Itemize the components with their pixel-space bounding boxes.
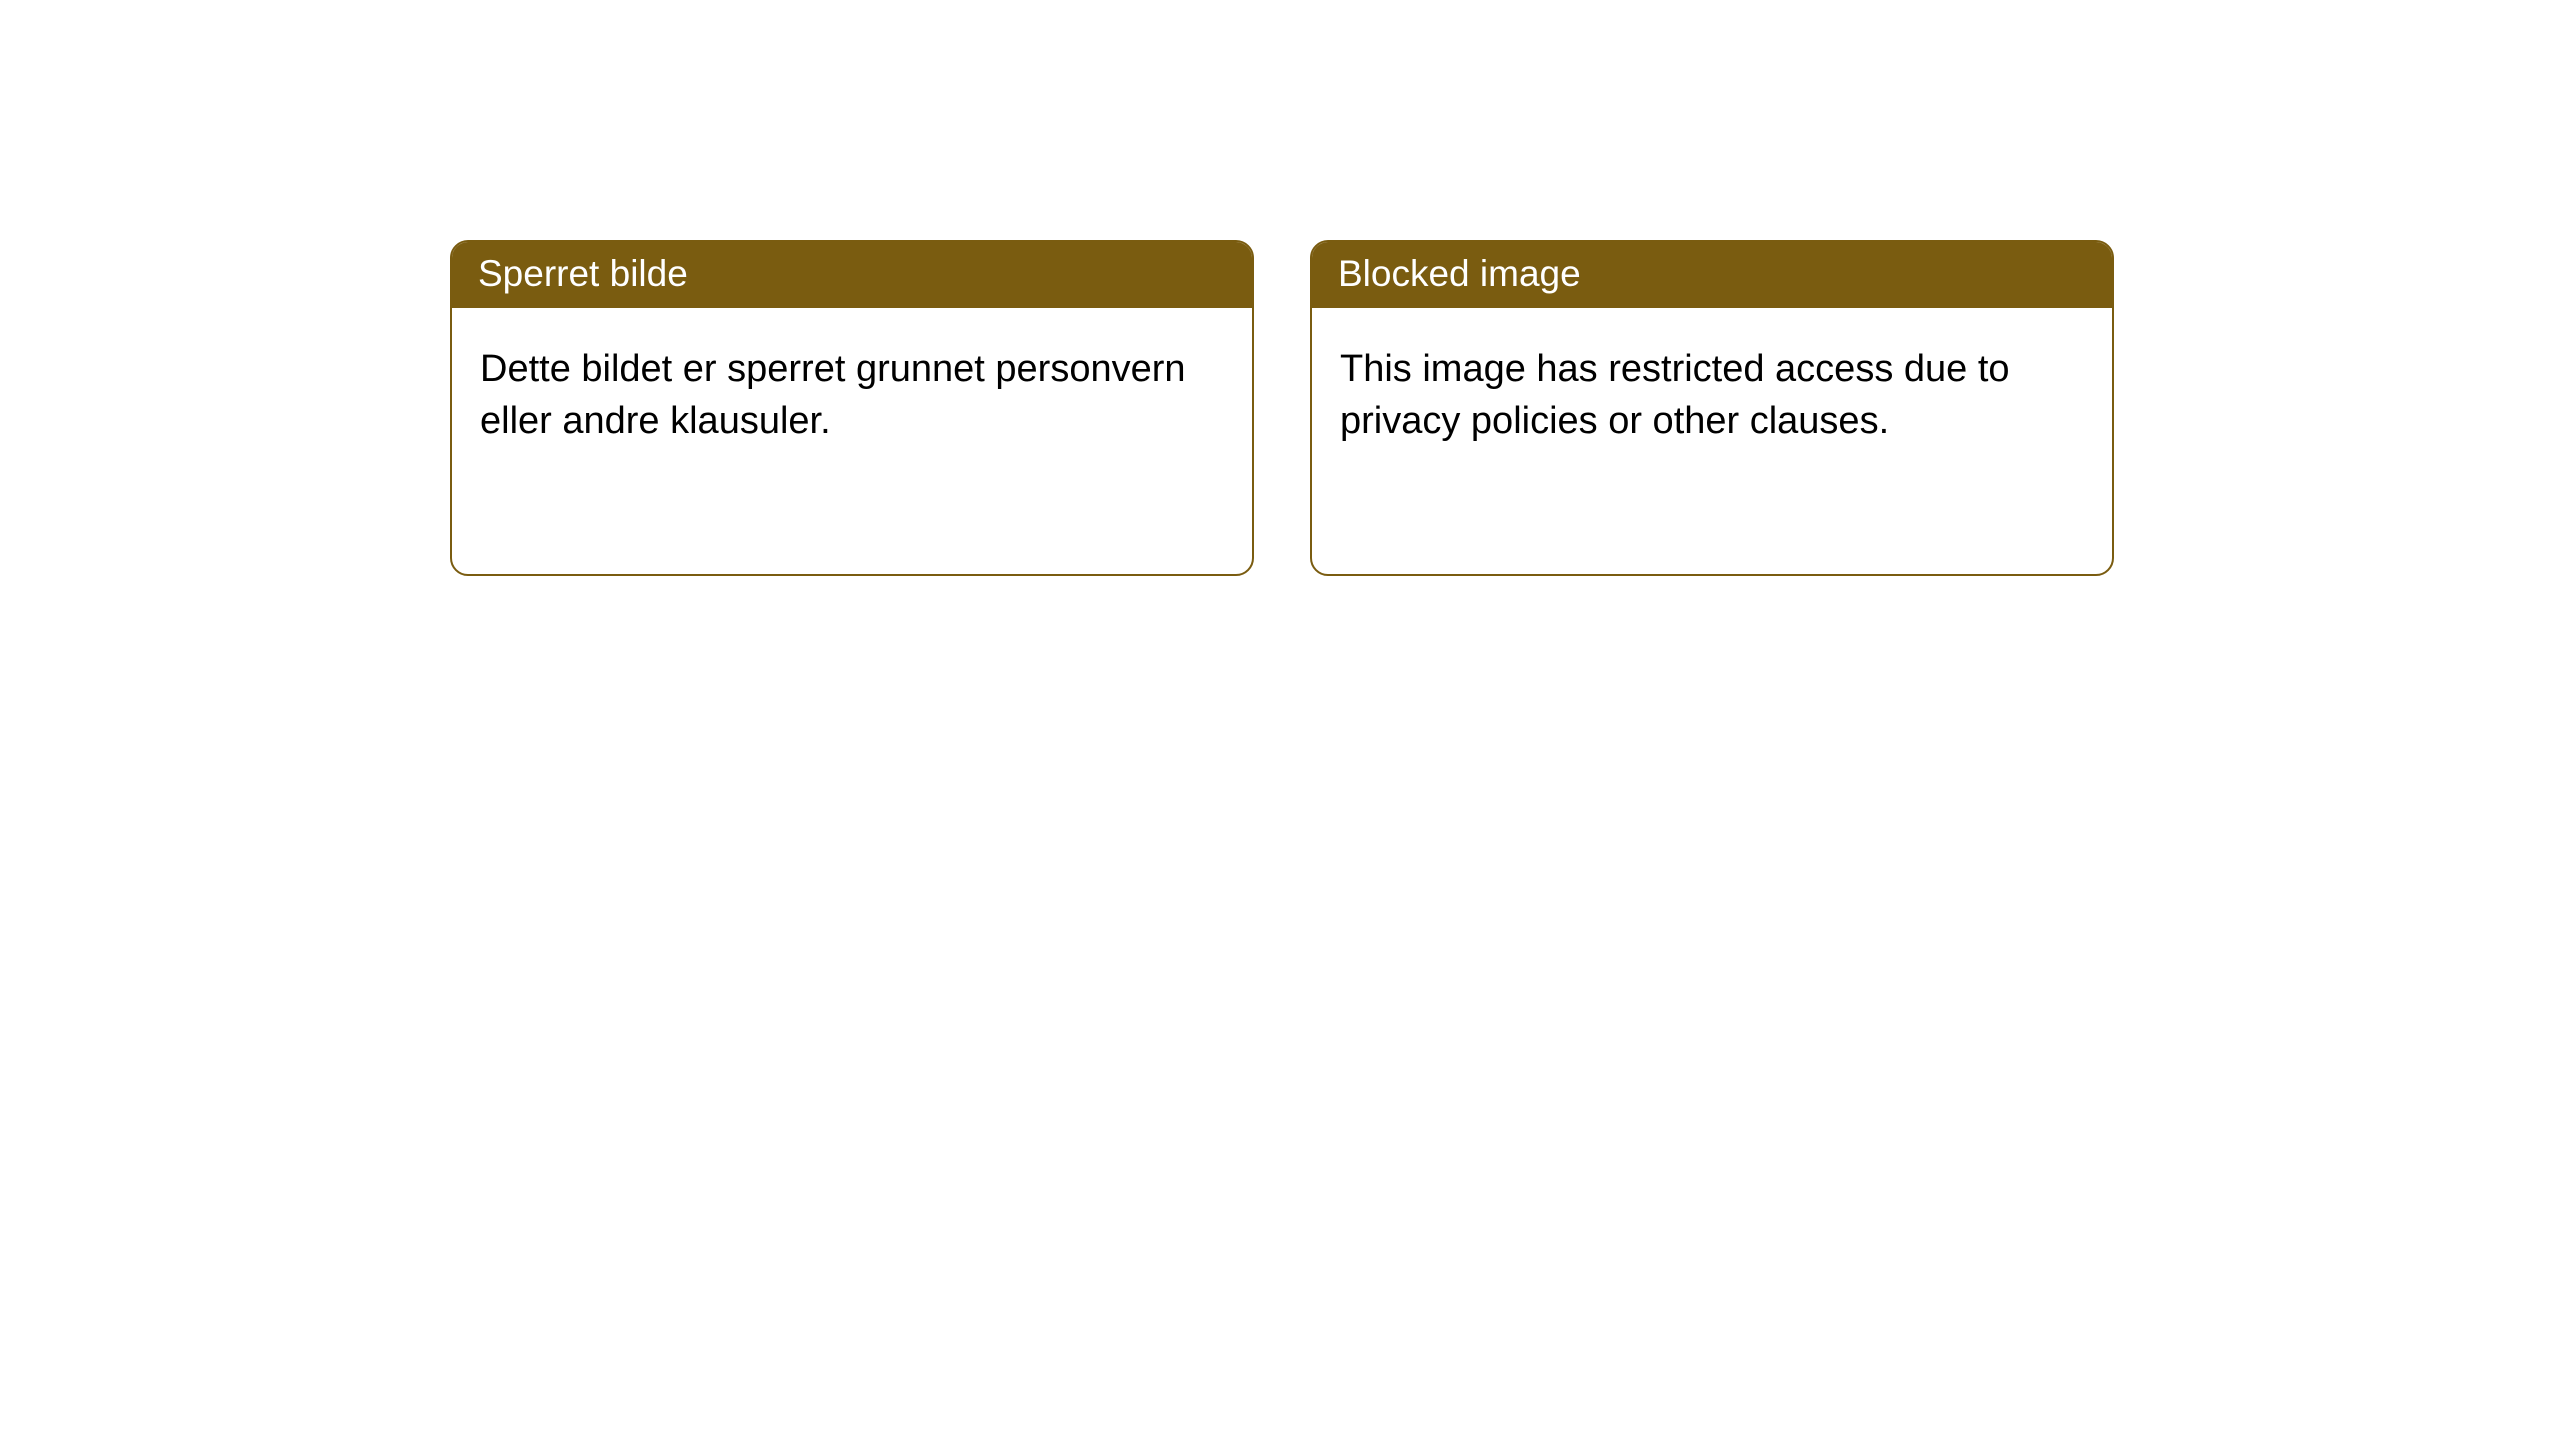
notice-card-body: Dette bildet er sperret grunnet personve… bbox=[452, 308, 1252, 475]
notice-cards-container: Sperret bilde Dette bildet er sperret gr… bbox=[0, 0, 2560, 576]
notice-card-body: This image has restricted access due to … bbox=[1312, 308, 2112, 475]
notice-card-title: Blocked image bbox=[1312, 242, 2112, 308]
notice-card-english: Blocked image This image has restricted … bbox=[1310, 240, 2114, 576]
notice-card-norwegian: Sperret bilde Dette bildet er sperret gr… bbox=[450, 240, 1254, 576]
notice-card-title: Sperret bilde bbox=[452, 242, 1252, 308]
